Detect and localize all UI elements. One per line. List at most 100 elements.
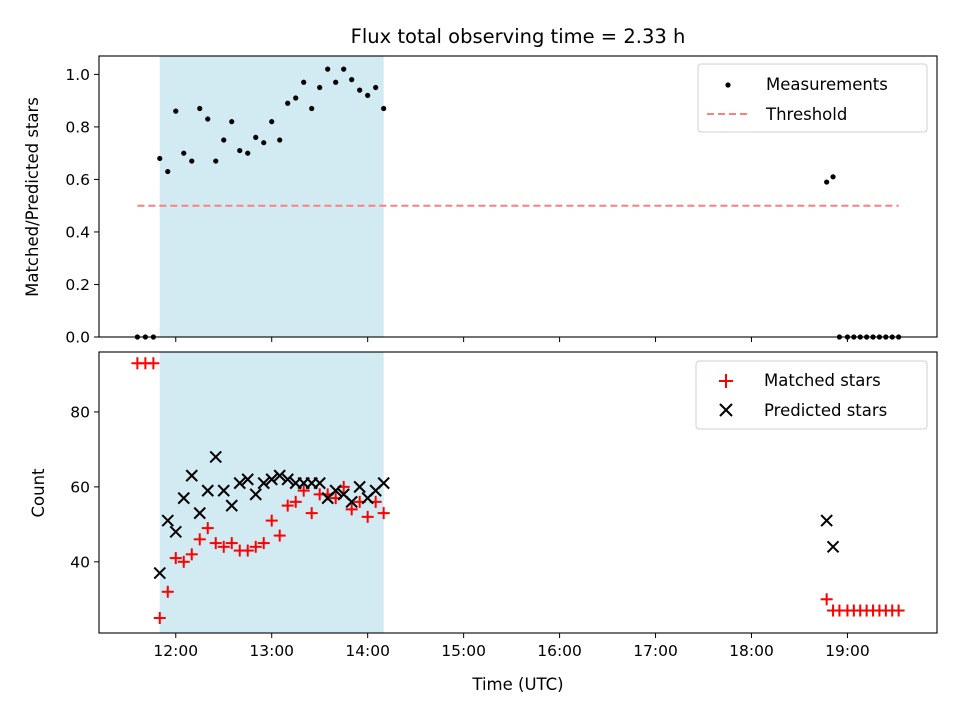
predicted-star-point xyxy=(353,480,366,494)
measurement-point xyxy=(269,119,275,125)
measurement-point xyxy=(181,150,187,156)
bottom-panel-frame xyxy=(98,351,938,634)
matched-star-point xyxy=(361,510,374,523)
top-panel-legend: Measurements Threshold xyxy=(697,63,928,133)
measurement-point xyxy=(309,105,315,112)
bottom-panel-x-ticks: 12:00 13:00 14:00 15:00 16:00 17:00 18:00 19:00 xyxy=(153,633,870,660)
x-tick-label: 18:00 xyxy=(729,642,774,660)
predicted-star-point xyxy=(201,484,214,497)
predicted-star-point xyxy=(329,484,342,497)
y-tick-label: 1.0 xyxy=(65,66,90,84)
measurement-point xyxy=(205,116,211,122)
top-panel-x-ticks xyxy=(175,337,848,342)
bottom-panel-y-axis-label: Count xyxy=(29,468,48,518)
y-tick-label: 0.6 xyxy=(65,171,90,189)
predicted-star-point xyxy=(345,495,358,509)
x-tick-label: 17:00 xyxy=(633,642,678,660)
predicted-star-point xyxy=(826,540,840,554)
measurement-point xyxy=(285,100,291,106)
matched-star-point xyxy=(305,507,318,520)
predicted-star-point xyxy=(377,476,390,490)
x-tick-label: 19:00 xyxy=(825,642,870,660)
predicted-star-point xyxy=(153,566,166,580)
measurement-point xyxy=(373,84,379,91)
measurement-point xyxy=(325,66,331,72)
matched-star-point xyxy=(177,555,190,568)
predicted-star-point xyxy=(217,484,230,497)
legend-predicted-marker xyxy=(719,403,733,417)
x-tick-label: 16:00 xyxy=(537,642,582,660)
legend-matched-label: Matched stars xyxy=(764,371,881,390)
predicted-star-point xyxy=(249,488,262,501)
measurement-point xyxy=(245,150,251,156)
measurement-point xyxy=(213,158,219,164)
matched-star-point xyxy=(161,585,174,598)
predicted-star-point xyxy=(257,476,270,490)
y-tick-label: 0.0 xyxy=(65,329,90,347)
predicted-star-point xyxy=(233,476,246,490)
top-panel-y-ticks: 0.0 0.2 0.4 0.6 0.8 1.0 xyxy=(65,66,99,347)
chart-title: Flux total observing time = 2.33 h xyxy=(351,25,686,48)
measurement-point xyxy=(349,77,355,83)
top-panel-y-axis-label: Matched/Predicted stars xyxy=(23,97,42,297)
x-axis-label: Time (UTC) xyxy=(471,675,563,694)
measurement-point xyxy=(253,134,259,141)
legend-measurements-label: Measurements xyxy=(766,75,888,94)
measurement-point xyxy=(221,137,227,143)
measurement-point xyxy=(365,92,371,98)
matched-star-point xyxy=(193,533,206,546)
matched-star-point xyxy=(257,537,270,550)
measurement-point xyxy=(301,79,307,85)
matched-star-point xyxy=(225,537,238,550)
predicted-star-point xyxy=(185,469,198,482)
matched-star-point xyxy=(892,604,905,617)
observing-window-shade xyxy=(159,352,384,633)
matched-star-point xyxy=(241,544,254,557)
bottom-panel-legend: Matched stars Predicted stars xyxy=(695,360,928,430)
predicted-star-point xyxy=(273,469,286,482)
top-legend-frame xyxy=(697,63,928,133)
y-tick-label: 80 xyxy=(70,403,90,421)
measurement-point xyxy=(197,105,203,112)
y-tick-label: 0.8 xyxy=(65,118,90,136)
top-panel-frame xyxy=(98,55,938,338)
legend-matched-marker xyxy=(719,374,733,388)
predicted-star-point xyxy=(193,506,206,520)
matched-star-point xyxy=(297,484,310,497)
legend-predicted-label: Predicted stars xyxy=(764,401,887,420)
predicted-star-point xyxy=(209,450,222,464)
matched-star-point xyxy=(820,593,833,606)
measurement-point xyxy=(381,105,387,112)
measurement-point xyxy=(293,95,299,101)
legend-measurements-marker xyxy=(725,82,731,88)
predicted-star-point xyxy=(281,473,294,486)
bottom-panel-y-ticks: 40 60 80 xyxy=(70,403,99,571)
x-tick-label: 13:00 xyxy=(249,642,294,660)
measurement-point xyxy=(830,174,836,180)
matched-star-point xyxy=(209,537,222,550)
matched-star-point xyxy=(377,507,390,520)
matched-star-point xyxy=(185,548,198,561)
predicted-star-point xyxy=(820,514,833,527)
bottom-panel: 40 60 80 12:00 13:00 14:00 15:00 16:00 17:00 18:… xyxy=(29,351,938,694)
predicted-star-point xyxy=(177,491,190,505)
matched-star-point xyxy=(217,540,230,553)
predicted-star-point xyxy=(265,473,278,486)
y-tick-label: 40 xyxy=(70,553,90,571)
matched-star-point xyxy=(289,495,302,508)
matched-star-point xyxy=(273,529,286,542)
measurement-point xyxy=(317,84,323,91)
measurement-point xyxy=(824,179,830,185)
predicted-star-point xyxy=(313,476,326,490)
measurement-point xyxy=(165,168,171,175)
measurement-point xyxy=(157,155,163,162)
legend-threshold-label: Threshold xyxy=(765,105,847,124)
matched-star-point xyxy=(147,357,160,370)
matched-star-point xyxy=(201,522,214,535)
matched-star-point xyxy=(281,499,294,512)
measurement-point xyxy=(333,79,339,85)
measurement-point xyxy=(237,147,243,154)
measurement-point xyxy=(341,66,347,72)
x-tick-label: 14:00 xyxy=(345,642,390,660)
